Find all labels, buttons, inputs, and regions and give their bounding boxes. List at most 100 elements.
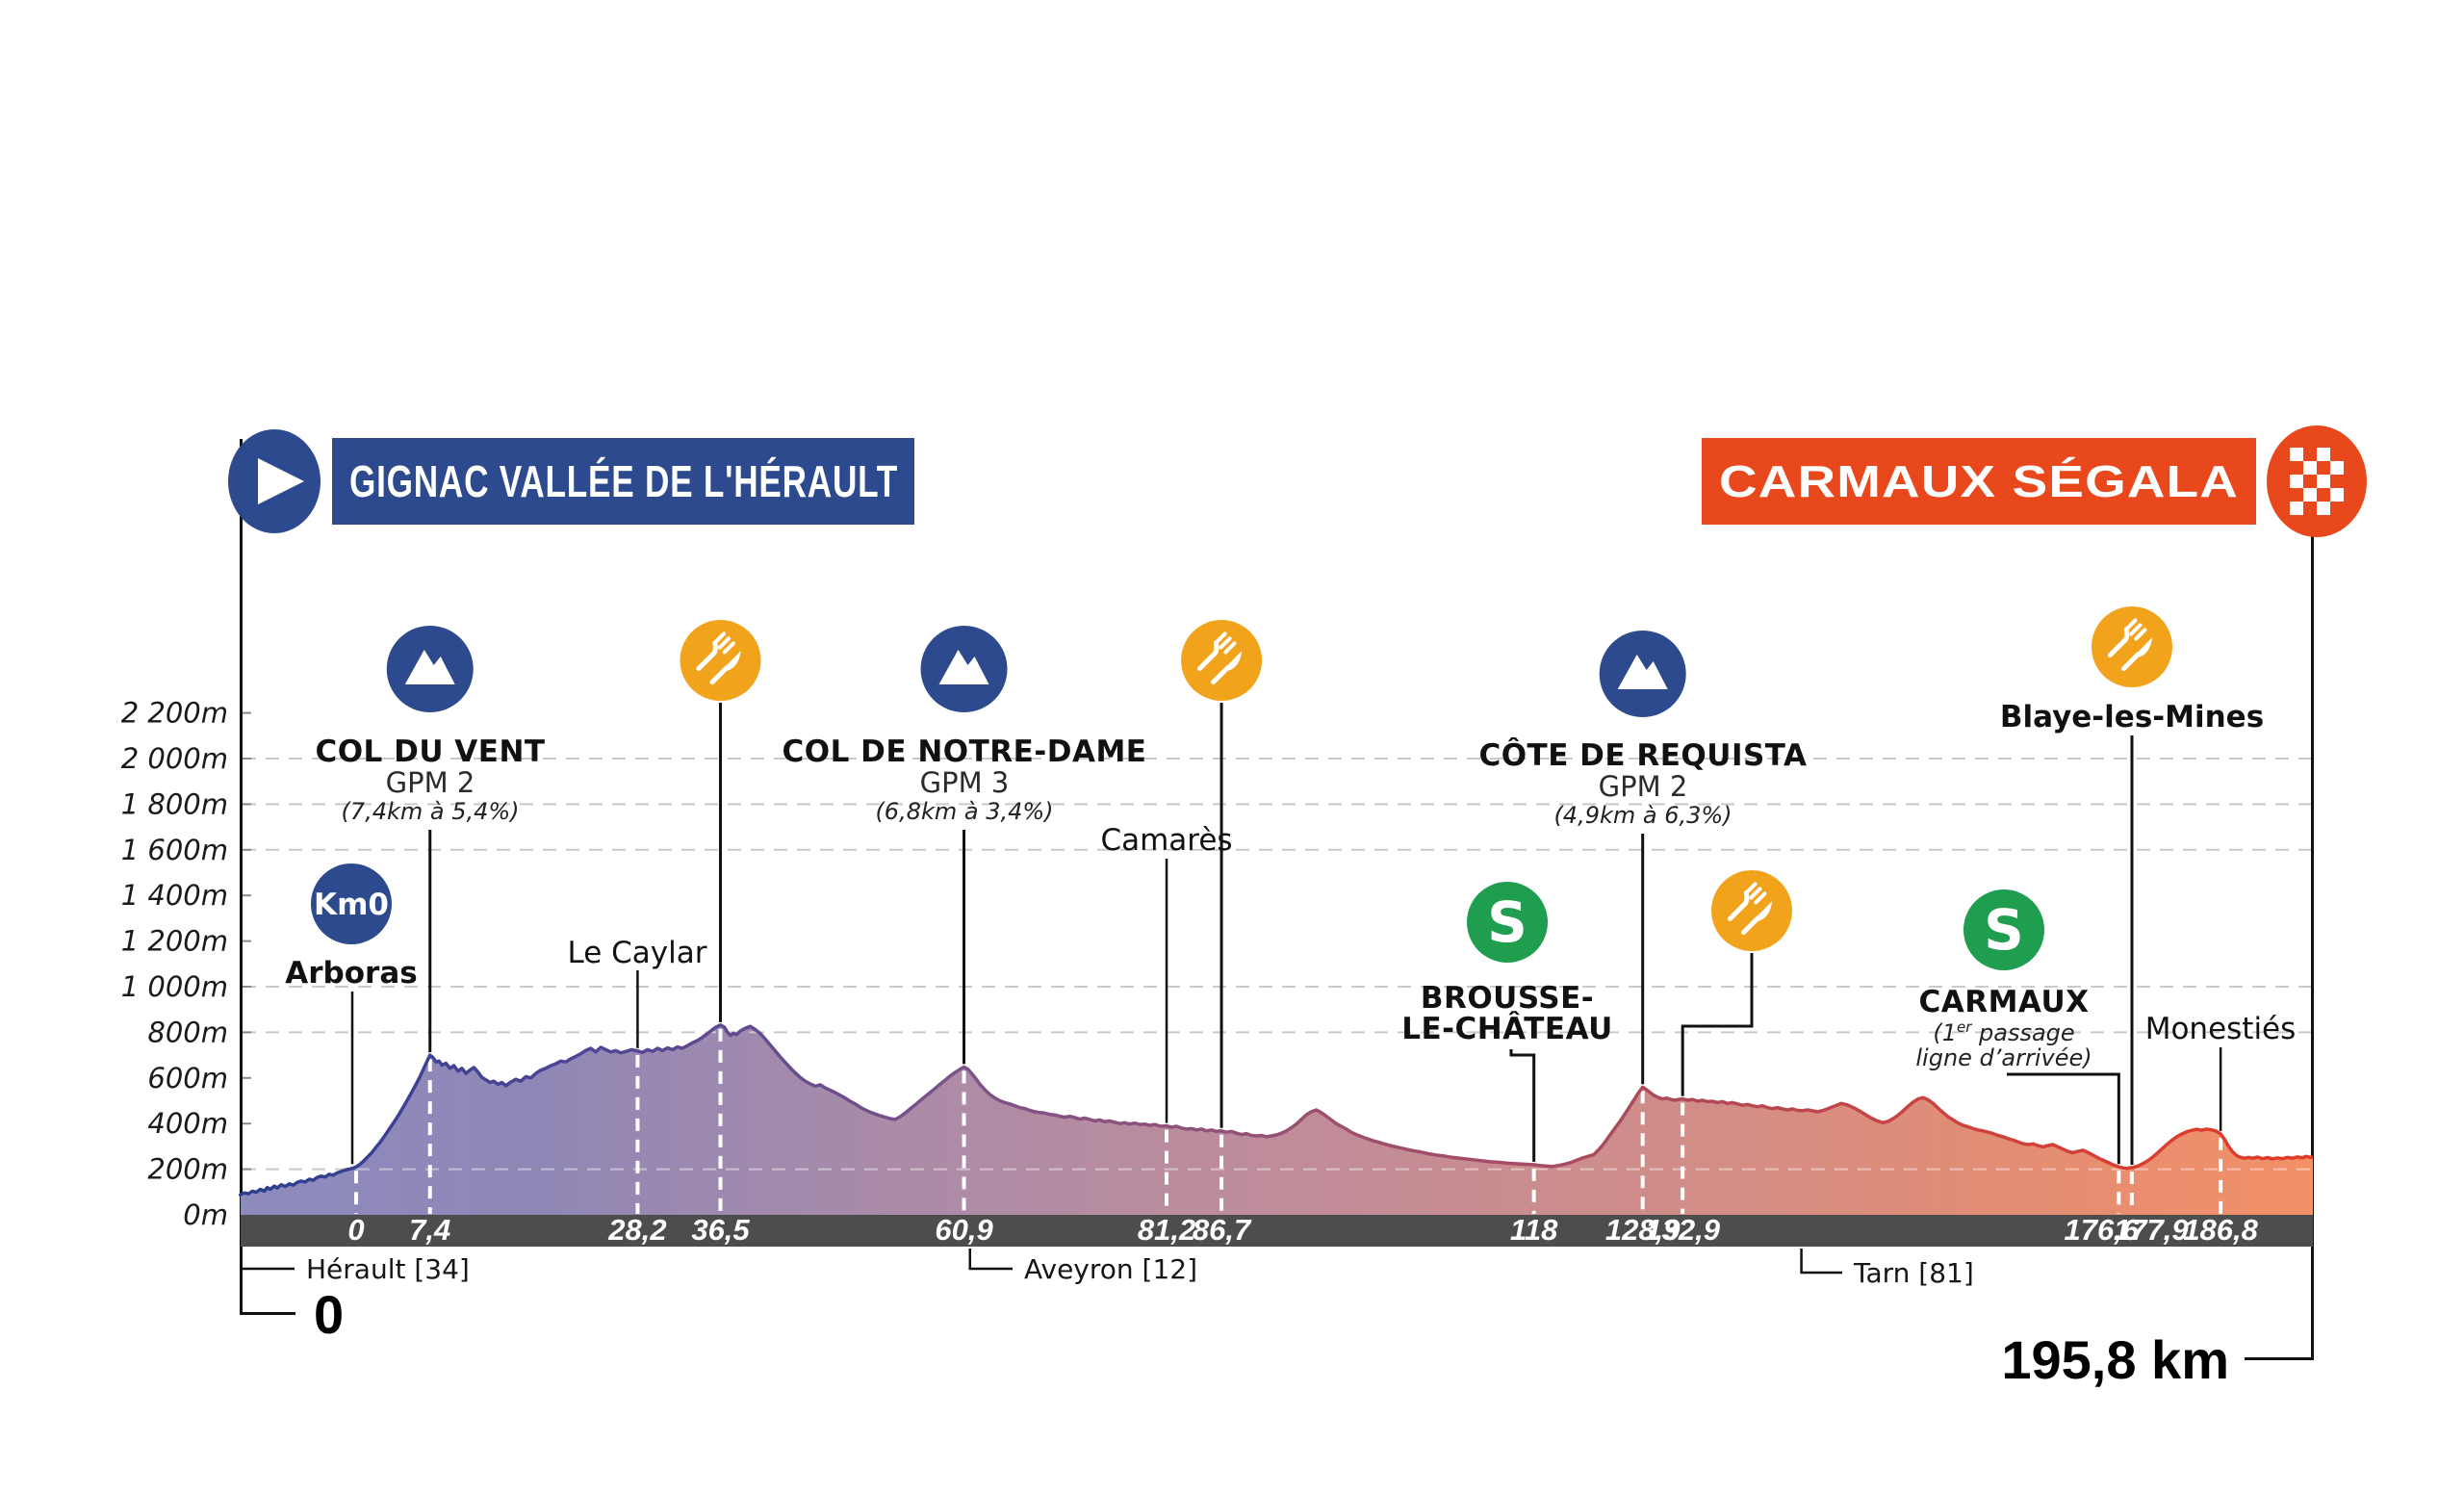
checker-square	[2290, 502, 2303, 515]
mountain-icon	[386, 626, 474, 712]
finish-banner: CARMAUX SÉGALA	[1702, 425, 2367, 537]
km-tick-label: 36,5	[691, 1213, 750, 1247]
finish-banner-box	[1702, 438, 2256, 525]
start-banner: GIGNAC VALLÉE DE L'HÉRAULT	[228, 429, 914, 533]
knife-blade	[724, 651, 741, 671]
climb2-category: GPM 3	[920, 766, 1010, 799]
mountain-icon-peaks	[404, 650, 455, 684]
elevation-area	[240, 1024, 2314, 1215]
km-tick-label: 0	[347, 1213, 364, 1247]
km-tick-label: 186,8	[2183, 1213, 2258, 1247]
feed-icon-circle	[680, 620, 761, 701]
climb3-category: GPM 2	[1599, 770, 1688, 803]
elevation-line	[238, 1023, 2313, 1197]
km-tick-label: 132,9	[1645, 1213, 1720, 1247]
department-herault: Hérault [34]	[306, 1253, 470, 1285]
km-tick-label: 60,9	[935, 1213, 993, 1247]
km-tick-label: 177,9	[2114, 1213, 2189, 1247]
km-tick-label: 81,2	[1138, 1213, 1195, 1247]
chart-layer: Km0 S S	[238, 439, 2314, 1360]
sprint1-name-line1: BROUSSE-	[1421, 981, 1594, 1016]
knife-handle	[1741, 915, 1760, 936]
climb1-detail: (7,4km à 5,4%)	[341, 798, 519, 825]
climb3-detail: (4,9km à 6,3%)	[1553, 802, 1732, 829]
y-axis-label: 400m	[147, 1107, 228, 1140]
sprint2-detail-line2: ligne d’arrivée)	[1915, 1044, 2092, 1071]
y-axis-label: 1 000m	[121, 970, 228, 1003]
km-tick-label: 28,2	[607, 1213, 666, 1247]
feed-fork-knife-icon	[680, 620, 761, 701]
play-icon	[258, 458, 304, 504]
checker-square	[2290, 475, 2303, 488]
knife-blade	[1756, 901, 1773, 921]
town-blaye-les-mines: Blaye-les-Mines	[2000, 700, 2264, 734]
climb1-name: COL DU VENT	[315, 734, 545, 769]
department-aveyron: Aveyron [12]	[1024, 1253, 1197, 1285]
feed-icon-circle	[2092, 606, 2172, 687]
km-tick-label: 176,6	[2065, 1213, 2140, 1247]
knife-handle	[709, 665, 730, 685]
checker-square	[2303, 488, 2317, 502]
road-bar	[241, 1215, 2313, 1247]
feed-fork-knife-icon	[2092, 606, 2172, 687]
distance-start: 0	[314, 1284, 344, 1345]
marker-line-carmaux	[2007, 1072, 2120, 1165]
finish-checkered-icon	[2290, 448, 2344, 515]
feed-icon-circle	[1181, 620, 1263, 701]
feed-fork-knife-icon	[1181, 620, 1263, 701]
sprint2-name: CARMAUX	[1918, 985, 2089, 1019]
frame-left	[240, 439, 295, 1315]
start-banner-title: GIGNAC VALLÉE DE L'HÉRAULT	[349, 456, 898, 506]
km0-badge: Km0	[311, 863, 392, 944]
checker-square	[2317, 475, 2330, 488]
marker-line-feed-3	[1681, 953, 1754, 1096]
climb2-name: COL DE NOTRE-DAME	[783, 734, 1147, 769]
y-axis-label: 1 800m	[121, 787, 228, 820]
mountain-icon-peaks	[1617, 655, 1668, 689]
knife-handle	[1211, 665, 1230, 685]
y-axis-label: 1 600m	[121, 834, 228, 866]
sprint-icon-letter: S	[1984, 897, 2024, 963]
checker-square	[2317, 448, 2330, 461]
knife-blade	[2136, 637, 2153, 657]
sprint-icon-circle	[1964, 889, 2044, 970]
fork-handle	[2107, 627, 2130, 657]
start-banner-box	[332, 438, 914, 525]
feed-fork-knife-icon	[1711, 870, 1792, 951]
km-tick-label: 118	[1510, 1213, 1558, 1247]
km-tick-label: 86,7	[1193, 1213, 1252, 1247]
y-axis-label: 2 200m	[121, 697, 228, 730]
knife-handle	[2121, 652, 2141, 672]
distance-total: 195,8 km	[2001, 1329, 2229, 1390]
checker-square	[2317, 502, 2330, 515]
fork-knife-glyph	[2107, 618, 2153, 672]
sprint-icon-circle	[1467, 882, 1548, 963]
km-tick-label: 7,4	[409, 1213, 450, 1247]
km0-badge-text: Km0	[314, 888, 389, 922]
town-camares: Camarès	[1100, 823, 1232, 858]
mountain-icon-peaks	[938, 650, 989, 684]
checker-square	[2303, 461, 2317, 475]
fork-knife-glyph	[696, 631, 741, 685]
feed-icon-circle	[1711, 870, 1792, 951]
sprint1-name-line2: LE-CHÂTEAU	[1401, 1012, 1613, 1046]
climb3-name: CÔTE DE REQUISTA	[1478, 737, 1807, 773]
y-axis-label: 1 200m	[121, 925, 228, 958]
fork-knife-glyph	[1727, 882, 1773, 936]
sprint-s-icon: S	[1467, 882, 1548, 963]
climb2-detail: (6,8km à 3,4%)	[875, 798, 1053, 825]
town-le-caylar: Le Caylar	[568, 936, 707, 970]
frame-right	[2245, 439, 2314, 1360]
checker-square	[2330, 488, 2344, 502]
knife-blade	[1225, 651, 1243, 671]
y-axis-label: 0m	[183, 1198, 228, 1231]
mountain-icon	[1599, 631, 1686, 717]
y-axis-label: 800m	[147, 1016, 228, 1048]
sprint2-detail-line1: (1er passage	[1933, 1018, 2074, 1046]
sprint-s-icon: S	[1964, 889, 2044, 970]
checker-square	[2330, 461, 2344, 475]
fork-handle	[1196, 640, 1219, 671]
y-axis-label: 2 000m	[121, 742, 228, 775]
sprint-icon-letter: S	[1487, 889, 1527, 955]
